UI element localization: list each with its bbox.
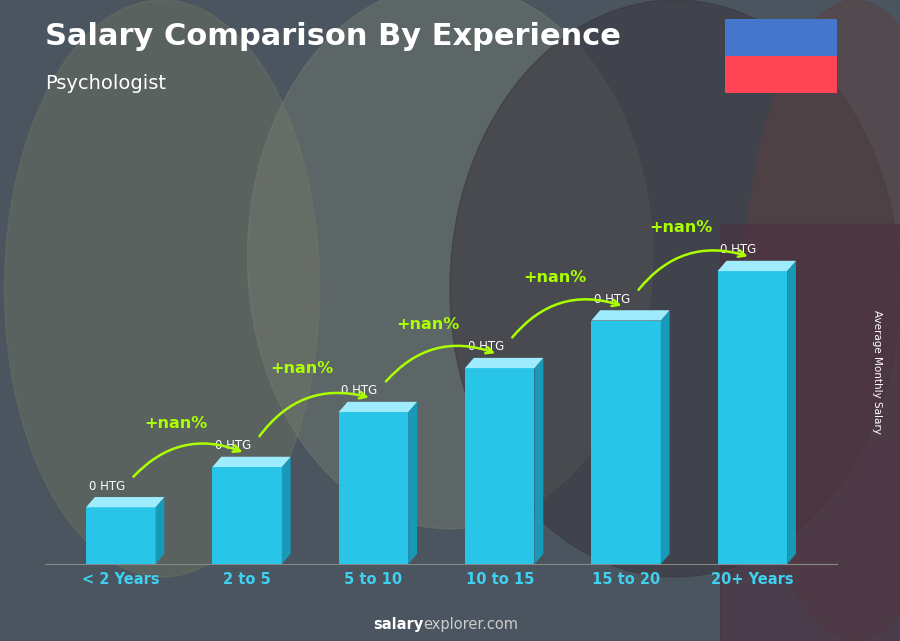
Bar — [717, 271, 788, 564]
Text: +nan%: +nan% — [650, 220, 713, 235]
Bar — [591, 320, 661, 564]
Text: +nan%: +nan% — [397, 317, 460, 332]
Bar — [86, 507, 156, 564]
Polygon shape — [409, 402, 417, 564]
Text: 0 HTG: 0 HTG — [720, 244, 756, 256]
Bar — [724, 56, 837, 93]
Bar — [212, 467, 282, 564]
Bar — [724, 19, 837, 56]
Polygon shape — [535, 358, 544, 564]
Ellipse shape — [450, 0, 900, 577]
Polygon shape — [212, 457, 291, 467]
Text: 0 HTG: 0 HTG — [594, 293, 630, 306]
Text: salary: salary — [373, 617, 423, 633]
Polygon shape — [591, 310, 670, 320]
Polygon shape — [661, 310, 670, 564]
Bar — [465, 368, 535, 564]
Text: 0 HTG: 0 HTG — [215, 439, 251, 453]
Text: +nan%: +nan% — [144, 416, 207, 431]
Ellipse shape — [248, 0, 652, 529]
Polygon shape — [282, 457, 291, 564]
Text: Salary Comparison By Experience: Salary Comparison By Experience — [45, 22, 621, 51]
Polygon shape — [86, 497, 165, 507]
Polygon shape — [465, 358, 544, 368]
Text: Psychologist: Psychologist — [45, 74, 166, 93]
Polygon shape — [788, 261, 796, 564]
Text: +nan%: +nan% — [270, 361, 334, 376]
Text: +nan%: +nan% — [523, 270, 586, 285]
Bar — [720, 224, 900, 641]
Text: 0 HTG: 0 HTG — [467, 340, 504, 353]
Polygon shape — [156, 497, 165, 564]
Polygon shape — [338, 402, 417, 412]
Text: Average Monthly Salary: Average Monthly Salary — [872, 310, 883, 434]
Ellipse shape — [4, 0, 320, 577]
Bar — [338, 412, 409, 564]
Text: explorer.com: explorer.com — [423, 617, 518, 633]
Ellipse shape — [742, 0, 900, 641]
Text: 0 HTG: 0 HTG — [88, 479, 125, 493]
Polygon shape — [717, 261, 796, 271]
Text: 0 HTG: 0 HTG — [341, 385, 377, 397]
